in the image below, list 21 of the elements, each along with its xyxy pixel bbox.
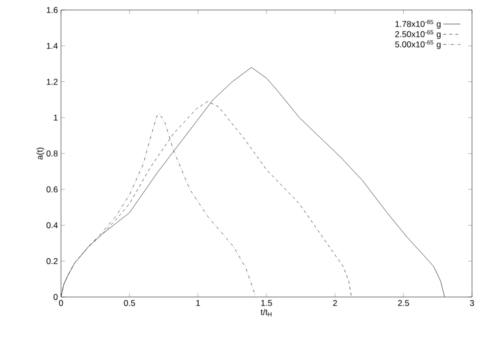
x-tick-label: 2	[333, 300, 337, 306]
legend-label: 1.78x10$^{-65}$ g	[395, 20, 441, 29]
x-tick-label: 0	[58, 300, 64, 306]
y-tick-label: 1.4	[46, 42, 58, 49]
y-tick-label: 0.4	[46, 222, 58, 228]
legend-label: 5.00x10$^{-65}$ g	[395, 40, 441, 50]
x-tick-label: 0.5	[124, 300, 136, 306]
x-tick-label: 1.5	[261, 300, 272, 306]
y-tick-label: 0.6	[46, 186, 58, 192]
y-tick-label: 1	[54, 114, 58, 121]
y-tick-label: 0.2	[46, 258, 58, 264]
x-tick-label: 1	[196, 300, 200, 306]
y-tick-label: 0.8	[46, 150, 58, 156]
y-tick-label: 0	[54, 294, 58, 300]
x-axis-title: t/t$_{H}$	[260, 308, 272, 316]
y-axis-title: a(t)	[36, 148, 44, 160]
x-tick-label: 2.5	[398, 300, 410, 306]
x-tick-label: 3	[470, 300, 474, 306]
y-tick-label: 1.6	[46, 7, 58, 13]
legend-label: 2.50x10$^{-65}$ g	[395, 30, 441, 39]
y-tick-label: 1.2	[46, 78, 58, 85]
